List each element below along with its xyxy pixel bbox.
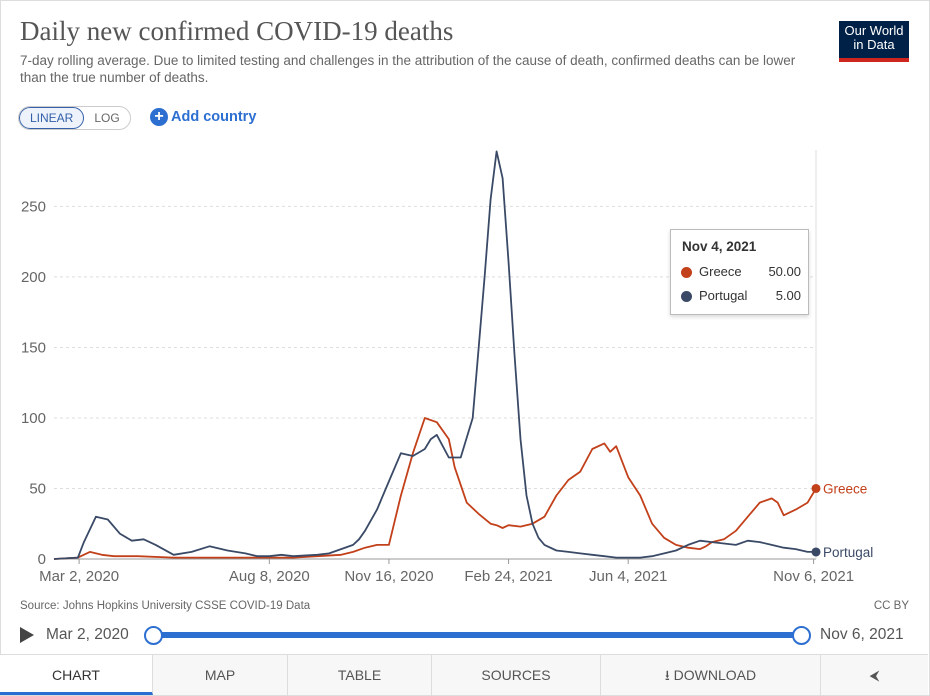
chart-title: Daily new confirmed COVID-19 deaths	[20, 16, 454, 46]
tooltip-date: Nov 4, 2021	[682, 239, 757, 254]
y-tick-label: 200	[21, 269, 46, 286]
scale-toggle: LINEAR LOG	[18, 106, 131, 130]
tooltip-series-name: Greece	[699, 264, 742, 279]
y-tick-label: 0	[38, 551, 46, 568]
y-tick-label: 100	[21, 410, 46, 427]
series-lines	[53, 150, 821, 560]
x-tick-label: Nov 6, 2021	[773, 568, 854, 585]
x-tick-label: Nov 16, 2020	[344, 568, 433, 585]
logo-line-1: Our World	[844, 23, 904, 38]
logo-accent-bar	[839, 58, 909, 62]
y-tick-label: 50	[29, 480, 46, 497]
x-tick-label: Feb 24, 2021	[464, 568, 552, 585]
chart-subtitle: 7-day rolling average. Due to limited te…	[20, 53, 796, 85]
owid-logo[interactable]: Our World in Data	[839, 21, 909, 62]
timeline-start-handle[interactable]	[144, 626, 163, 645]
tab-sources[interactable]: SOURCES	[432, 655, 601, 695]
tab-table[interactable]: TABLE	[288, 655, 432, 695]
series-end-marker-greece	[811, 483, 821, 493]
y-tick-label: 150	[21, 339, 46, 356]
log-scale-button[interactable]: LOG	[94, 111, 120, 125]
play-icon[interactable]	[20, 627, 34, 643]
tab-bar: CHART MAP TABLE SOURCES ⭳ DOWNLOAD ⮜	[0, 654, 928, 695]
tooltip-series-name: Portugal	[699, 288, 748, 303]
portugal-dot-icon	[681, 291, 692, 302]
x-axis-ticks: Mar 2, 2020 Aug 8, 2020 Nov 16, 2020 Feb 24…	[39, 559, 854, 585]
series-end-marker-portugal	[811, 547, 821, 557]
add-country-label: Add country	[171, 109, 257, 125]
linear-scale-button[interactable]: LINEAR	[19, 107, 85, 129]
timeline-start-label: Mar 2, 2020	[46, 626, 129, 643]
tooltip-series-value: 50.00	[768, 264, 801, 279]
share-button[interactable]: ⮜	[821, 655, 928, 695]
source-note[interactable]: Source: Johns Hopkins University CSSE CO…	[20, 600, 311, 612]
series-end-label-greece: Greece	[823, 481, 867, 496]
x-tick-label: Mar 2, 2020	[39, 568, 119, 585]
hover-tooltip: Nov 4, 2021 Greece 50.00 Portugal 5.00	[670, 229, 809, 315]
greece-dot-icon	[681, 267, 692, 278]
logo-line-2: in Data	[853, 37, 895, 52]
tab-chart[interactable]: CHART	[0, 655, 153, 695]
x-tick-label: Jun 4, 2021	[589, 568, 667, 585]
tooltip-row-portugal: Portugal 5.00	[681, 288, 801, 304]
download-icon: ⭳	[664, 667, 674, 683]
license-label[interactable]: CC BY	[873, 600, 909, 612]
share-icon: ⮜	[869, 667, 880, 683]
tooltip-row-greece: Greece 50.00	[681, 264, 801, 280]
series-end-label-portugal: Portugal	[823, 545, 873, 560]
timeline-end-handle[interactable]	[792, 626, 811, 645]
y-tick-label: 250	[21, 198, 46, 215]
timeline-end-label: Nov 6, 2021	[820, 626, 904, 643]
y-axis-ticks: 0 50 100 150 200 250	[21, 198, 46, 568]
tab-download[interactable]: ⭳ DOWNLOAD	[601, 655, 821, 695]
timeline-selected-range	[153, 632, 801, 638]
timeline-track[interactable]	[153, 632, 801, 638]
tooltip-series-value: 5.00	[775, 288, 801, 303]
plus-circle-icon: +	[150, 108, 168, 126]
x-tick-label: Aug 8, 2020	[229, 568, 310, 585]
line-chart[interactable]: 0 50 100 150 200 250 Mar 2, 2020 Aug 8, 2020 No…	[0, 140, 930, 590]
download-label: DOWNLOAD	[673, 667, 757, 683]
series-line-portugal	[53, 150, 816, 560]
add-country-button[interactable]: + Add country	[150, 106, 256, 128]
grid-lines	[54, 150, 817, 560]
series-end-labels: Greece Portugal	[823, 481, 873, 559]
tab-map[interactable]: MAP	[153, 655, 288, 695]
series-line-greece	[53, 417, 817, 560]
